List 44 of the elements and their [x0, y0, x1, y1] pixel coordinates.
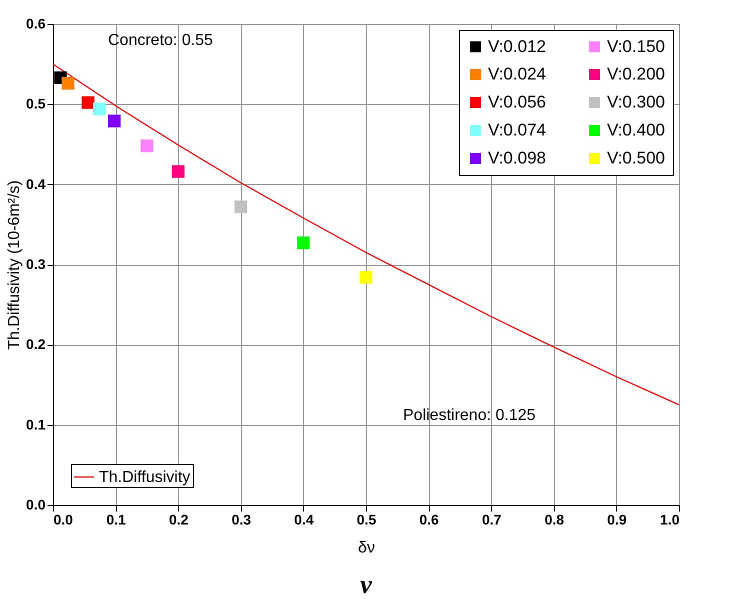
- y-tick-label: 0.4: [26, 176, 46, 192]
- legend-label: V:0.400: [607, 120, 665, 140]
- x-tick-label: 0.2: [168, 512, 189, 528]
- legend-label: V:0.056: [488, 92, 546, 112]
- legend-label: Th.Diffusivity: [99, 469, 190, 486]
- point: [140, 140, 154, 152]
- legend-label: V:0.012: [488, 36, 546, 56]
- legend-label: V:0.300: [607, 92, 665, 112]
- text: v: [360, 570, 372, 599]
- x-tick-label: 0.7: [482, 512, 502, 528]
- annotation: Concreto: 0.55: [108, 32, 214, 49]
- x-tick-label: 0.1: [106, 512, 126, 528]
- y-tick-label: 0.0: [26, 496, 46, 512]
- y-tick-label: 0.3: [26, 256, 46, 272]
- x-tick-label: 0.4: [294, 512, 314, 528]
- y-tick-label: 0.1: [26, 416, 46, 432]
- x-tick-label: 0.3: [232, 512, 252, 528]
- x-tick-label: 0.9: [607, 512, 627, 528]
- legend-label: V:0.200: [607, 64, 665, 84]
- line-series: [52, 63, 680, 406]
- y-tick-label: 0.5: [26, 96, 46, 112]
- x-tick-label: 0.6: [419, 512, 440, 528]
- y-tick-label: 0.6: [26, 16, 46, 32]
- y-tick-label: 0.2: [26, 336, 46, 352]
- point: [360, 271, 372, 284]
- legend-label: V:0.024: [488, 64, 546, 84]
- legend-label: V:0.150: [607, 36, 665, 56]
- legend-label: V:0.098: [488, 148, 546, 168]
- point: [172, 165, 185, 178]
- point: [62, 77, 74, 90]
- point: [234, 200, 248, 214]
- x-tick-label: 0.8: [544, 512, 564, 528]
- point: [82, 96, 94, 109]
- point: [108, 114, 121, 128]
- x-tick-label: 0.5: [356, 512, 376, 528]
- x-tick-label: 1.0: [660, 512, 680, 528]
- legend-label: V:0.074: [488, 120, 546, 140]
- point: [93, 102, 106, 116]
- annotation: Poliestireno: 0.125: [403, 407, 536, 424]
- x-tick-label: 0.0: [54, 512, 74, 528]
- point: [297, 236, 310, 250]
- y-axis-title: Th.Diffusivity (10-6m²/s): [6, 180, 24, 350]
- x-axis-title: δν: [358, 540, 375, 556]
- legend-label: V:0.500: [607, 148, 665, 168]
